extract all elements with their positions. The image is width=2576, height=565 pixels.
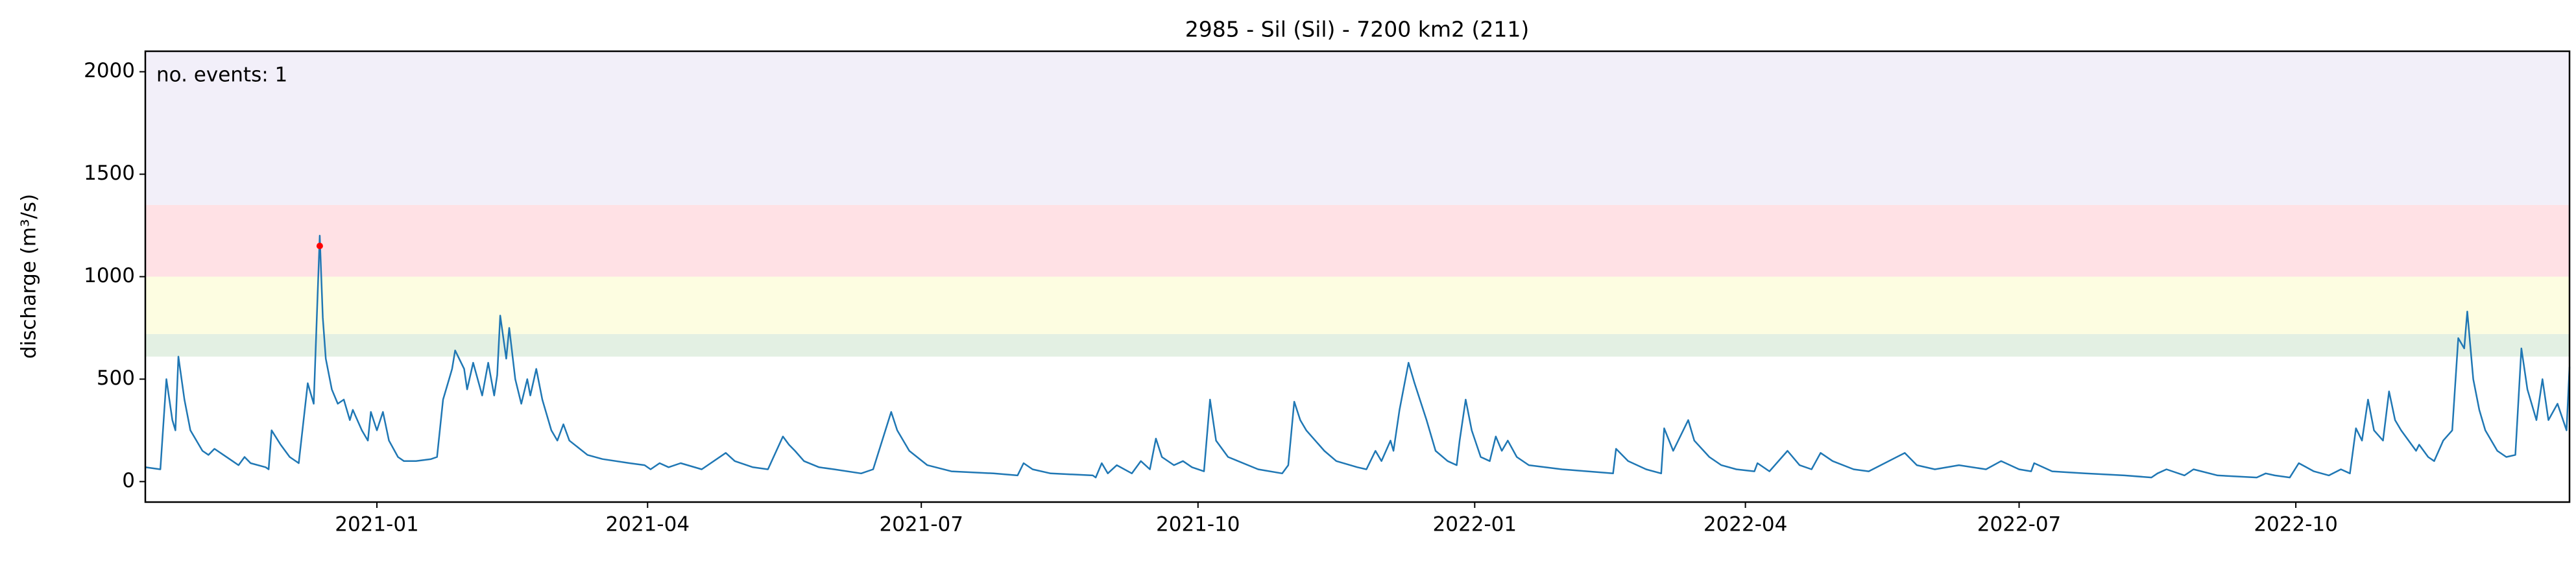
threshold-band (145, 333, 2570, 357)
threshold-band (145, 276, 2570, 334)
y-tick-label: 500 (97, 367, 135, 390)
x-tick-label: 2022-04 (1703, 513, 1788, 536)
y-tick-label: 1500 (84, 162, 135, 185)
discharge-line (145, 235, 2571, 479)
threshold-bands (145, 51, 2570, 357)
x-tick-label: 2021-10 (1156, 513, 1240, 536)
chart-title: 2985 - Sil (Sil) - 7200 km2 (211) (1185, 17, 1530, 42)
x-tick-label: 2022-01 (1433, 513, 1517, 536)
y-tick-label: 0 (122, 469, 135, 492)
y-tick-label: 1000 (84, 264, 135, 287)
x-tick-label: 2021-07 (879, 513, 963, 536)
plot-area (145, 235, 2571, 479)
x-tick-label: 2022-10 (2254, 513, 2338, 536)
threshold-band (145, 51, 2570, 205)
x-tick-label: 2022-07 (1977, 513, 2062, 536)
y-axis-label: discharge (m³/s) (18, 194, 41, 359)
y-tick-label: 2000 (84, 59, 135, 82)
event-marker (316, 243, 323, 250)
x-tick-label: 2021-01 (335, 513, 419, 536)
threshold-band (145, 204, 2570, 277)
x-tick-label: 2021-04 (606, 513, 690, 536)
annotation: no. events: 1 (156, 64, 287, 87)
